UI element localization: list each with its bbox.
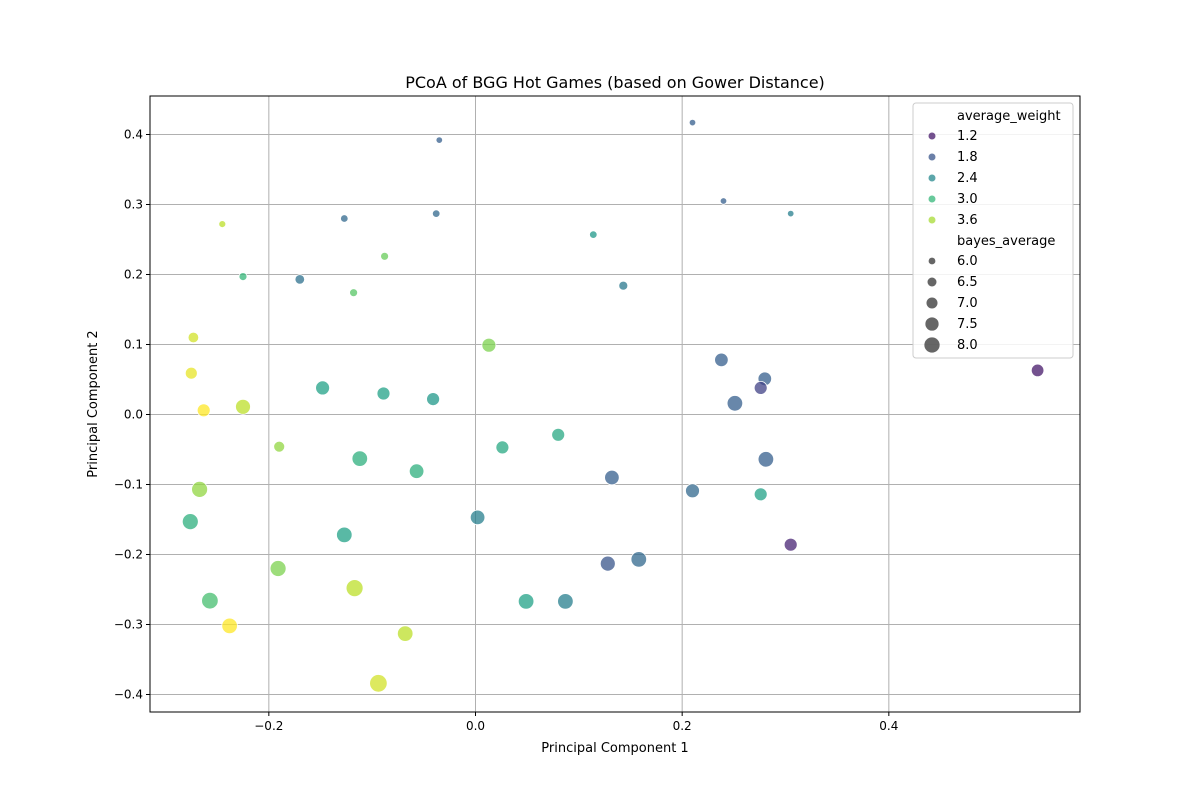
legend-color-marker <box>928 195 936 203</box>
x-tick-label: 0.2 <box>673 719 692 733</box>
scatter-point <box>787 209 795 218</box>
legend-size-title: bayes_average <box>957 234 1055 249</box>
scatter-point <box>351 450 369 467</box>
x-tick-label: 0.0 <box>466 719 485 733</box>
plot-frame <box>149 95 1081 713</box>
scatter-point <box>376 386 391 401</box>
y-tick-label: −0.1 <box>114 478 143 492</box>
legend-size-label: 7.0 <box>957 296 978 311</box>
scatter-point <box>201 592 219 610</box>
scatter-point <box>685 483 700 499</box>
legend-size-label: 8.0 <box>957 338 978 353</box>
y-tick-label: 0.1 <box>124 338 143 352</box>
legend-size-label: 6.0 <box>957 254 978 269</box>
y-tick-label: 0.4 <box>124 128 143 142</box>
legend-size-items: 6.0 6.5 7.0 7.5 8.0 <box>924 254 978 353</box>
legend-color-label: 3.6 <box>957 213 978 228</box>
legend-size-marker <box>926 297 938 309</box>
legend-color-marker <box>928 216 936 224</box>
scatter-point <box>1030 363 1045 378</box>
y-axis-ticks: −0.4 −0.3 −0.2 −0.1 0.0 0.1 0.2 0.3 0.4 <box>114 128 150 702</box>
legend-color-marker <box>928 153 936 161</box>
scatter-point <box>187 331 200 344</box>
scatter-point <box>397 625 414 642</box>
scatter-point <box>408 463 425 479</box>
legend-box <box>912 102 1074 359</box>
scatter-point <box>196 403 211 418</box>
scatter-point <box>184 366 198 380</box>
y-tick-label: −0.3 <box>114 618 143 632</box>
x-tick-label: 0.4 <box>879 719 898 733</box>
legend-color-marker <box>928 174 936 182</box>
legend-color-label: 1.8 <box>957 150 978 165</box>
scatter-point <box>726 395 744 412</box>
legend-color-items: 1.2 1.8 2.4 3.0 3.6 <box>928 129 978 228</box>
scatter-point <box>688 118 697 127</box>
scatter-point <box>753 380 768 395</box>
scatter-point <box>345 579 364 597</box>
x-axis-ticks: −0.2 0.0 0.2 0.4 <box>254 712 898 733</box>
scatter-point <box>369 674 388 693</box>
legend-color-title: average_weight <box>957 109 1061 124</box>
scatter-point <box>714 352 729 368</box>
y-axis-label: Principal Component 2 <box>86 330 101 477</box>
legend-size-label: 7.5 <box>957 317 978 332</box>
scatter-point <box>599 555 616 572</box>
y-tick-label: 0.2 <box>124 268 143 282</box>
scatter-point <box>235 398 251 415</box>
scatter-point <box>435 136 443 144</box>
y-tick-label: 0.3 <box>124 198 143 212</box>
chart-title: PCoA of BGG Hot Games (based on Gower Di… <box>405 73 825 92</box>
scatter-point <box>238 272 248 282</box>
scatter-point <box>719 197 728 205</box>
scatter-point <box>273 440 286 453</box>
scatter-point <box>469 509 486 526</box>
legend-color-label: 1.2 <box>957 129 978 144</box>
scatter-point <box>432 209 441 218</box>
scatter-point <box>551 427 566 442</box>
scatter-point <box>783 537 798 552</box>
scatter-point <box>630 551 648 568</box>
scatter-point <box>191 480 209 498</box>
y-tick-label: −0.4 <box>114 688 143 702</box>
scatter-point <box>349 288 359 298</box>
scatter-point <box>221 617 238 635</box>
scatter-point <box>380 251 390 261</box>
data-points <box>181 118 1045 693</box>
legend-size-marker <box>927 277 937 287</box>
legend-color-label: 3.0 <box>957 192 978 207</box>
x-tick-label: −0.2 <box>254 719 283 733</box>
legend-size-marker <box>924 337 940 353</box>
legend-size-marker <box>925 317 939 331</box>
legend-size-marker <box>928 257 936 265</box>
scatter-point <box>618 280 629 291</box>
scatter-point <box>753 487 768 502</box>
scatter-point <box>269 560 287 577</box>
scatter-point <box>340 214 349 223</box>
x-axis-label: Principal Component 1 <box>541 741 688 756</box>
scatter-point <box>604 469 620 486</box>
scatter-point <box>481 337 497 353</box>
y-tick-label: −0.2 <box>114 548 143 562</box>
scatter-point <box>589 230 598 239</box>
scatter-point <box>336 526 353 544</box>
scatter-point <box>517 593 535 610</box>
scatter-point <box>426 392 441 407</box>
scatter-point <box>757 451 775 468</box>
scatter-point <box>218 220 227 229</box>
legend: average_weight 1.2 1.8 2.4 3.0 3.6 bayes_ave… <box>912 102 1074 359</box>
scatter-point <box>495 440 510 455</box>
scatter-point <box>557 593 574 610</box>
scatter-point <box>181 513 199 530</box>
y-tick-label: 0.0 <box>124 408 143 422</box>
legend-color-label: 2.4 <box>957 171 978 186</box>
scatter-point <box>294 274 306 285</box>
legend-color-marker <box>928 132 936 140</box>
scatter-point <box>315 380 331 396</box>
legend-size-label: 6.5 <box>957 275 978 290</box>
